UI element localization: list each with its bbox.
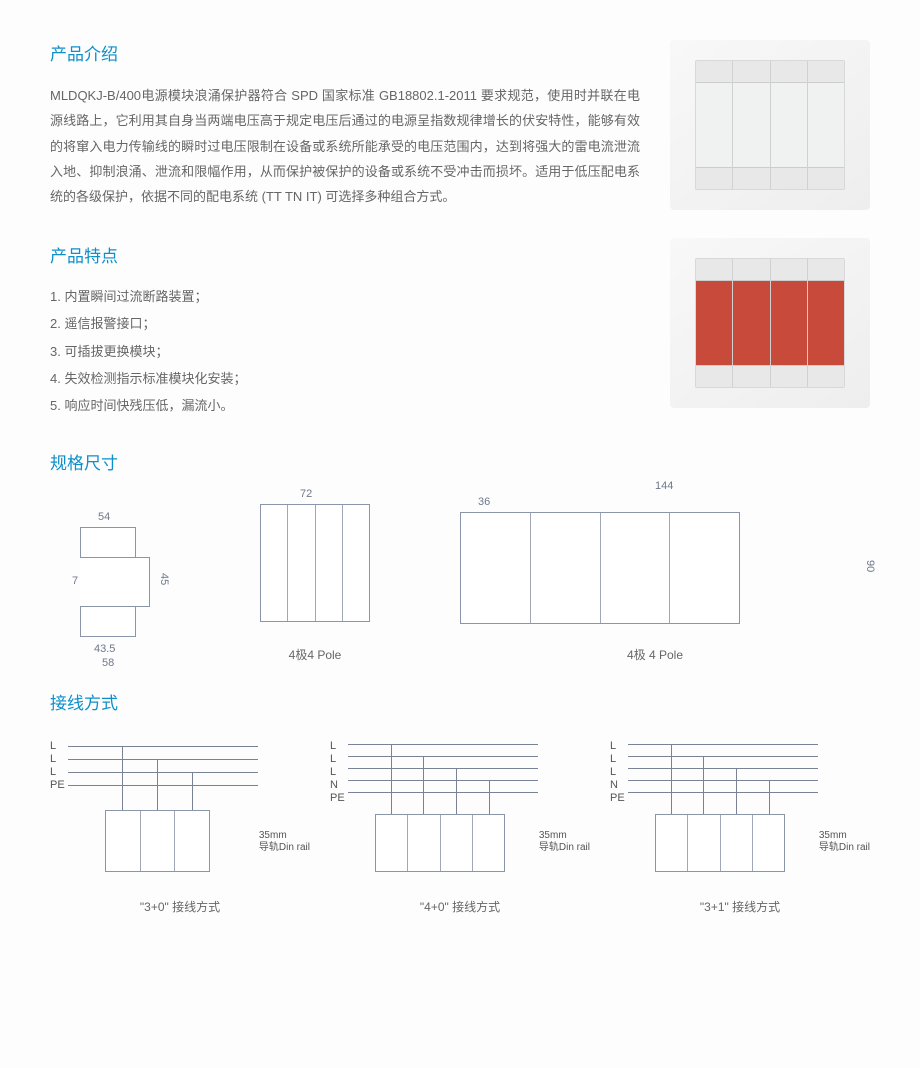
list-item: 2. 遥信报警接口； (50, 310, 640, 337)
wiring-section: L L L PE 35mm 导轨Din rail "3+0" 接线方式 L L (50, 732, 870, 915)
wiring-caption: "3+0" 接线方式 (50, 898, 310, 915)
list-item: 3. 可插拔更换模块； (50, 338, 640, 365)
front-large-caption: 4极 4 Pole (440, 646, 870, 663)
list-item: 5. 响应时间快残压低，漏流小。 (50, 392, 640, 419)
dims-title: 规格尺寸 (50, 449, 870, 474)
front-small-caption: 4极4 Pole (230, 646, 400, 663)
list-item: 4. 失效检测指示标准模块化安装； (50, 365, 640, 392)
product-image-red (670, 238, 870, 408)
wiring-scheme-40: L L L N PE 35mm 导轨Din rail "4+0" 接线方式 (330, 732, 590, 915)
wiring-scheme-31: L L L N PE 35mm 导轨Din rail "3+1" 接线方式 (610, 732, 870, 915)
wiring-title: 接线方式 (50, 689, 870, 714)
wiring-scheme-30: L L L PE 35mm 导轨Din rail "3+0" 接线方式 (50, 732, 310, 915)
front-large-drawing: 144 36 90 (440, 490, 870, 640)
side-view-drawing: 54 7 45 43.5 58 (50, 513, 190, 663)
wiring-caption: "3+1" 接线方式 (610, 898, 870, 915)
intro-title: 产品介绍 (50, 40, 640, 65)
intro-text: MLDQKJ-B/400电源模块浪涌保护器符合 SPD 国家标准 GB18802… (50, 81, 640, 210)
intro-section: 产品介绍 MLDQKJ-B/400电源模块浪涌保护器符合 SPD 国家标准 GB… (50, 40, 870, 210)
features-title: 产品特点 (50, 242, 640, 267)
wiring-caption: "4+0" 接线方式 (330, 898, 590, 915)
dimensions-section: 54 7 45 43.5 58 72 4极4 Pole 144 36 (50, 490, 870, 663)
front-small-drawing: 72 (230, 490, 400, 640)
feature-list: 1. 内置瞬间过流断路装置； 2. 遥信报警接口； 3. 可插拔更换模块； 4.… (50, 283, 640, 419)
product-image-white (670, 40, 870, 210)
features-section: 产品特点 1. 内置瞬间过流断路装置； 2. 遥信报警接口； 3. 可插拔更换模… (50, 238, 870, 419)
list-item: 1. 内置瞬间过流断路装置； (50, 283, 640, 310)
